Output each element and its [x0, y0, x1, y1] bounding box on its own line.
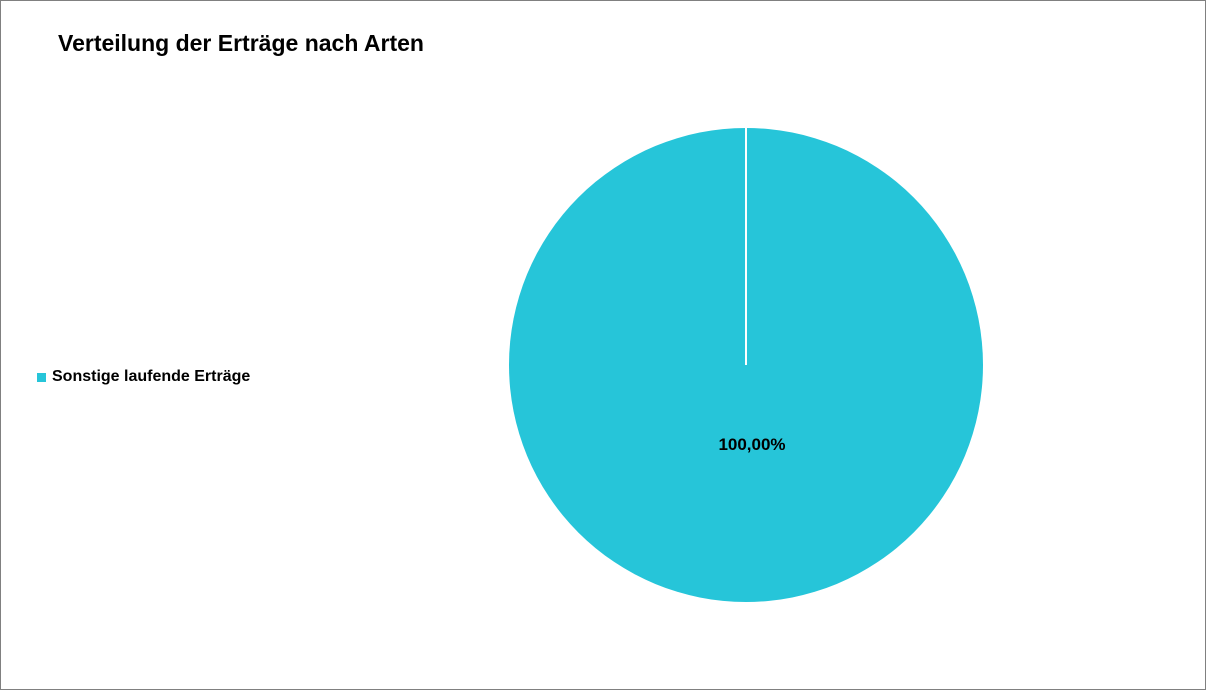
pie-data-label: 100,00% [718, 435, 785, 454]
chart-title: Verteilung der Erträge nach Arten [58, 30, 424, 56]
legend: Sonstige laufende Erträge [37, 368, 250, 386]
pie-data-labels: 100,00% [718, 435, 785, 454]
pie-slices [509, 128, 983, 602]
legend-swatch [37, 372, 46, 382]
legend-entry-label: Sonstige laufende Erträge [52, 368, 251, 385]
